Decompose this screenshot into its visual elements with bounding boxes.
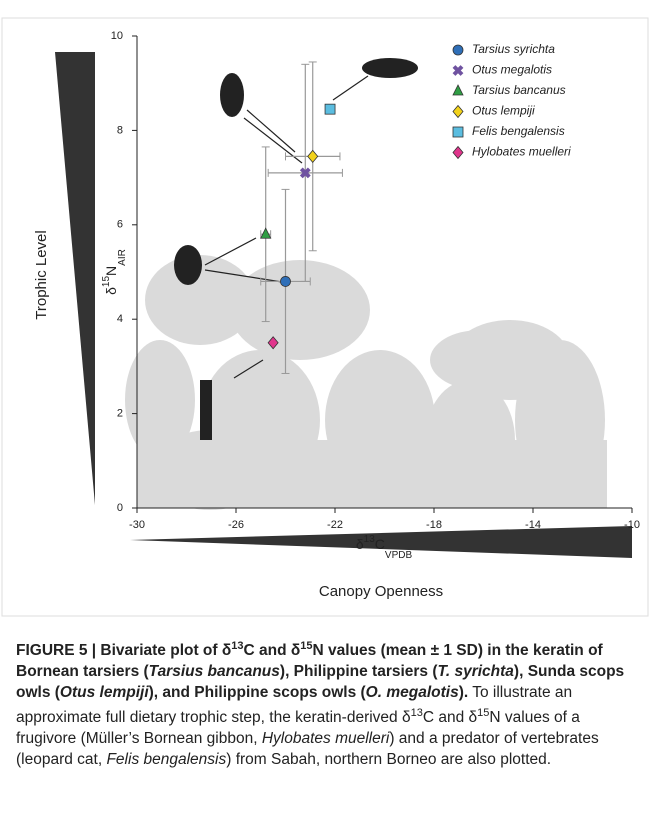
legend-label: Hylobates muelleri bbox=[472, 145, 571, 159]
y-tick-label: 6 bbox=[117, 219, 123, 231]
trophic-wedge bbox=[55, 52, 95, 505]
point bbox=[280, 276, 291, 287]
caption: FIGURE 5 | Bivariate plot of δ13C and δ1… bbox=[16, 636, 636, 770]
caption-run: 13 bbox=[231, 640, 244, 652]
legend-label: Otus lempiji bbox=[472, 104, 535, 118]
caption-run: FIGURE 5 | Bivariate plot of δ bbox=[16, 642, 232, 660]
x-tick-label: -26 bbox=[228, 519, 244, 531]
legend-marker bbox=[452, 104, 464, 119]
point bbox=[260, 227, 272, 239]
x-tick-label: -14 bbox=[525, 519, 541, 531]
caption-run: ), and Philippine scops owls ( bbox=[148, 684, 366, 702]
legend-marker bbox=[452, 126, 464, 138]
caption-run: N values (mean ± 1 SD) in the keratin of… bbox=[16, 642, 603, 681]
point bbox=[324, 103, 336, 115]
legend-label: Felis bengalensis bbox=[472, 124, 565, 138]
x-tick-label: -10 bbox=[624, 519, 640, 531]
legend-marker bbox=[452, 145, 464, 160]
caption-run: To illustrate an approximate full dietar… bbox=[16, 684, 573, 727]
frame bbox=[1, 17, 649, 617]
x-axis-label-part: VPDB bbox=[385, 550, 413, 561]
caption-run: C and δ bbox=[422, 709, 478, 727]
y-tick-label: 10 bbox=[111, 30, 123, 42]
caption-run: O. megalotis bbox=[365, 684, 459, 702]
y-axis-label: δ15NAIR bbox=[101, 249, 128, 295]
caption-run: ), Philippine tarsiers ( bbox=[279, 663, 438, 681]
x-tick-label: -18 bbox=[426, 519, 442, 531]
canopy-wedge bbox=[130, 526, 632, 558]
caption-run: ). bbox=[458, 684, 469, 702]
x-axis-label: δ13CVPDB bbox=[356, 534, 413, 561]
y-tick-label: 0 bbox=[117, 502, 123, 514]
legend-marker bbox=[452, 44, 464, 56]
caption-run: T. syrichta bbox=[437, 663, 514, 681]
x-axis-label-part: 13 bbox=[364, 534, 376, 545]
y-tick-label: 4 bbox=[117, 313, 123, 325]
y-tick-label: 2 bbox=[117, 408, 123, 420]
legend-marker bbox=[452, 84, 464, 96]
x-axis-label-part: δ bbox=[356, 536, 364, 552]
y-axis-label-part: AIR bbox=[117, 249, 128, 266]
bottom-scale-label: Canopy Openness bbox=[319, 583, 443, 600]
point bbox=[299, 167, 311, 179]
caption-run: ), Sunda scops owls ( bbox=[16, 663, 625, 702]
y-axis-label-part: N bbox=[103, 266, 119, 276]
caption-run: C and δ bbox=[243, 642, 301, 660]
point bbox=[307, 149, 319, 163]
caption-run: ) and a predator of vertebrates (leopard… bbox=[16, 730, 599, 769]
legend-label: Tarsius bancanus bbox=[472, 83, 566, 97]
point bbox=[267, 336, 279, 350]
canopy-silhouette bbox=[125, 255, 607, 510]
caption-run: 15 bbox=[477, 707, 490, 720]
caption-run: N values of a frugivore (Müller’s Bornea… bbox=[16, 709, 580, 748]
caption-run: Felis bengalensis bbox=[106, 751, 227, 769]
caption-run: Hylobates muelleri bbox=[261, 730, 390, 748]
arrows bbox=[204, 75, 369, 379]
figure: Trophic Level Canopy Openness 0 2 4 6 8 10 -30… bbox=[1, 17, 649, 617]
y-axis-label-part: δ bbox=[103, 287, 119, 295]
x-tick-label: -30 bbox=[129, 519, 145, 531]
legend-label: Tarsius syrichta bbox=[472, 42, 555, 56]
x-tick-label: -22 bbox=[327, 519, 343, 531]
caption-run: Otus lempiji bbox=[59, 684, 149, 702]
legend-marker bbox=[452, 65, 464, 76]
caption-run: Tarsius bancanus bbox=[148, 663, 280, 681]
y-tick-label: 8 bbox=[117, 124, 123, 136]
x-axis-label-part: C bbox=[375, 536, 385, 552]
legend-label: Otus megalotis bbox=[472, 63, 552, 77]
caption-run: ) from Sabah, northern Borneo are also p… bbox=[226, 751, 552, 769]
y-axis-label-part: 15 bbox=[101, 276, 112, 288]
animal-silhouettes bbox=[174, 58, 418, 440]
caption-run: 15 bbox=[300, 640, 313, 652]
caption-run: 13 bbox=[410, 707, 423, 720]
left-scale-label: Trophic Level bbox=[33, 230, 50, 320]
